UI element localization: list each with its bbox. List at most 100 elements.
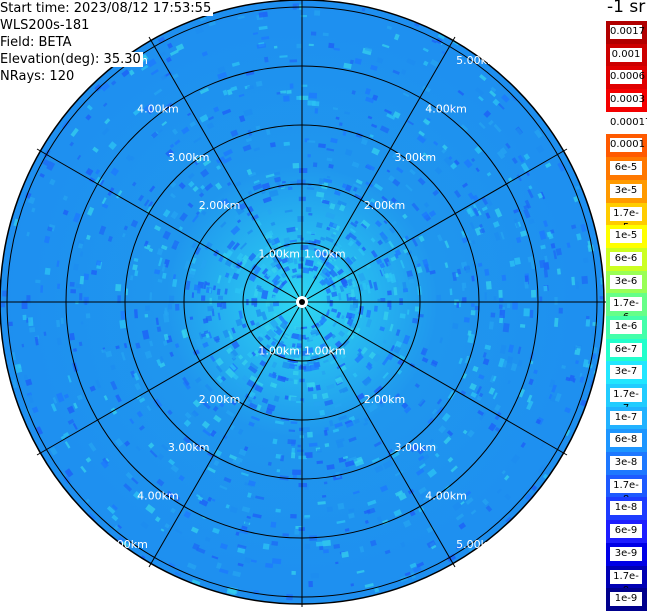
range-label: 2.00km xyxy=(364,393,406,406)
backscatter-cell xyxy=(220,221,227,228)
backscatter-cell xyxy=(291,570,296,575)
backscatter-cell xyxy=(200,295,206,301)
backscatter-cell xyxy=(194,294,198,301)
backscatter-cell xyxy=(287,186,293,191)
backscatter-cell xyxy=(49,178,56,186)
backscatter-cell xyxy=(216,165,221,171)
backscatter-cell xyxy=(181,126,190,135)
backscatter-cell xyxy=(599,296,604,300)
backscatter-cell xyxy=(388,175,395,182)
backscatter-cell xyxy=(95,169,101,175)
backscatter-cell xyxy=(511,95,518,102)
backscatter-cell xyxy=(149,292,153,301)
backscatter-cell xyxy=(299,427,304,432)
backscatter-cell xyxy=(39,173,45,178)
backscatter-cell xyxy=(149,449,158,458)
backscatter-cell xyxy=(86,104,93,111)
backscatter-cell xyxy=(349,59,354,65)
backscatter-cell xyxy=(362,377,372,387)
backscatter-cell xyxy=(507,303,511,309)
backscatter-cell xyxy=(461,282,465,291)
backscatter-cell xyxy=(336,268,344,276)
backscatter-cell xyxy=(161,272,167,279)
backscatter-cell xyxy=(189,121,197,128)
backscatter-cell xyxy=(272,296,277,300)
backscatter-cell xyxy=(331,308,338,313)
backscatter-cell xyxy=(415,468,425,476)
backscatter-cell xyxy=(322,32,329,37)
backscatter-cell xyxy=(194,246,202,255)
backscatter-cell xyxy=(436,234,443,242)
nrays: NRays: 120 xyxy=(0,69,77,84)
backscatter-cell xyxy=(323,549,329,554)
colorbar-swatch: 3e-6 xyxy=(606,270,647,294)
backscatter-cell xyxy=(315,541,324,547)
backscatter-cell xyxy=(213,459,220,467)
backscatter-cell xyxy=(50,403,57,412)
backscatter-cell xyxy=(253,303,257,308)
backscatter-cell xyxy=(365,96,375,104)
backscatter-cell xyxy=(63,393,70,399)
colorbar-label: 6e-9 xyxy=(610,524,642,539)
backscatter-cell xyxy=(221,198,230,207)
backscatter-cell xyxy=(170,464,180,473)
backscatter-cell xyxy=(310,31,317,36)
backscatter-cell xyxy=(161,444,169,452)
backscatter-cell xyxy=(360,223,368,229)
backscatter-cell xyxy=(265,237,273,245)
backscatter-cell xyxy=(187,112,192,117)
backscatter-cell xyxy=(300,328,305,334)
colorbar: 0.0017 0.001 0.0006 0.0003 0.00017 0.0001 6e-5… xyxy=(606,21,647,611)
backscatter-cell xyxy=(103,102,108,107)
backscatter-cell xyxy=(160,244,168,251)
backscatter-cell xyxy=(278,314,285,322)
backscatter-cell xyxy=(537,464,547,475)
backscatter-cell xyxy=(334,402,343,408)
backscatter-cell xyxy=(539,296,543,302)
backscatter-cell xyxy=(484,268,490,276)
backscatter-cell xyxy=(238,310,244,319)
backscatter-cell xyxy=(503,474,510,481)
backscatter-cell xyxy=(293,379,298,385)
backscatter-cell xyxy=(570,224,577,230)
backscatter-cell xyxy=(322,359,329,364)
backscatter-cell xyxy=(336,311,342,319)
backscatter-cell xyxy=(310,572,320,579)
backscatter-cell xyxy=(160,74,168,81)
backscatter-cell xyxy=(479,74,487,82)
backscatter-cell xyxy=(194,338,204,348)
backscatter-cell xyxy=(406,57,416,66)
backscatter-cell xyxy=(394,249,402,257)
backscatter-cell xyxy=(146,405,152,412)
backscatter-cell xyxy=(412,565,422,573)
backscatter-cell xyxy=(409,510,416,517)
backscatter-cell xyxy=(350,334,355,340)
backscatter-cell xyxy=(549,379,556,388)
backscatter-cell xyxy=(476,395,483,401)
backscatter-cell xyxy=(340,278,349,288)
backscatter-cell xyxy=(114,438,124,447)
backscatter-cell xyxy=(52,397,58,404)
backscatter-cell xyxy=(536,144,545,154)
backscatter-cell xyxy=(362,282,367,290)
backscatter-cell xyxy=(321,370,326,376)
backscatter-cell xyxy=(316,460,324,465)
backscatter-cell xyxy=(333,47,340,51)
backscatter-cell xyxy=(64,441,71,449)
backscatter-cell xyxy=(255,321,262,330)
backscatter-cell xyxy=(526,400,534,411)
backscatter-cell xyxy=(265,562,274,569)
backscatter-cell xyxy=(387,261,394,271)
backscatter-cell xyxy=(267,461,272,466)
backscatter-cell xyxy=(250,415,261,422)
backscatter-cell xyxy=(432,442,439,450)
backscatter-cell xyxy=(460,390,467,396)
backscatter-cell xyxy=(123,342,128,349)
backscatter-cell xyxy=(370,237,376,243)
backscatter-cell xyxy=(591,352,597,360)
backscatter-cell xyxy=(239,242,248,250)
backscatter-cell xyxy=(472,207,480,217)
backscatter-cell xyxy=(332,222,338,228)
backscatter-cell xyxy=(273,312,279,319)
backscatter-cell xyxy=(290,352,300,359)
